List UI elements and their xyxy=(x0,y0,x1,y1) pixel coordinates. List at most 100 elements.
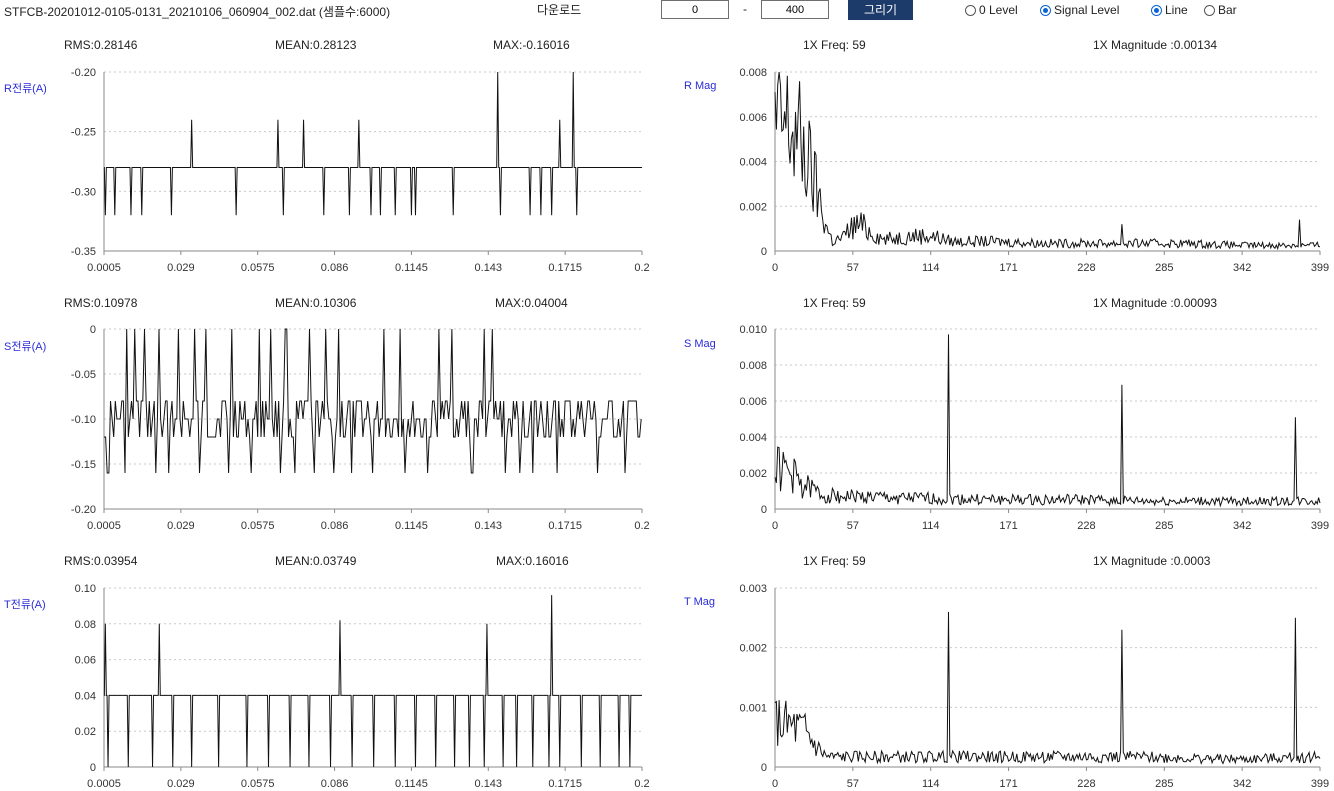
range-from-input[interactable] xyxy=(661,0,729,19)
file-title: STFCB-20201012-0105-0131_20210106_060904… xyxy=(4,5,391,19)
y-tick-label: 0 xyxy=(90,762,96,774)
zero-level-option[interactable]: 0 Level xyxy=(965,3,1018,17)
x-tick-label: 0.1715 xyxy=(548,520,582,532)
x-tick-label: 171 xyxy=(999,262,1017,274)
x-tick-label: 57 xyxy=(847,262,859,274)
y-tick-label: 0.04 xyxy=(75,690,96,702)
y-tick-label: -0.15 xyxy=(71,459,96,471)
t-mag-axis-label: T Mag xyxy=(684,596,715,608)
signal-level-label: Signal Level xyxy=(1054,3,1120,17)
sa-trace xyxy=(104,328,642,474)
y-tick-label: 0.002 xyxy=(739,468,767,480)
x-tick-label: 0.0575 xyxy=(241,520,275,532)
y-tick-label: 0.010 xyxy=(739,324,767,336)
ta-trace xyxy=(103,595,642,768)
range-to-input[interactable] xyxy=(761,0,829,19)
y-tick-label: -0.10 xyxy=(71,414,96,426)
t-mean: MEAN:0.03749 xyxy=(275,554,357,568)
line-radio[interactable] xyxy=(1151,4,1162,16)
x-tick-label: 0.1145 xyxy=(395,520,428,532)
x-tick-label: 0.143 xyxy=(475,262,503,274)
x-tick-label: 0 xyxy=(772,778,778,790)
download-link[interactable]: 다운로드 xyxy=(537,3,582,17)
x-tick-label: 0.143 xyxy=(475,778,503,790)
tmag-trace xyxy=(774,611,1321,765)
r-rms: RMS:0.28146 xyxy=(64,38,138,52)
signal-level-option[interactable]: Signal Level xyxy=(1040,3,1119,17)
x-tick-label: 0.0005 xyxy=(87,520,121,532)
rmag-trace xyxy=(774,71,1321,251)
x-tick-label: 0 xyxy=(772,262,778,274)
y-tick-label: 0.001 xyxy=(739,702,767,714)
x-tick-label: 0.1145 xyxy=(395,262,428,274)
r-mag-chart: 0.008 0.006 0.004 0.002 00 57 114 171 228 285 342 3… xyxy=(739,67,1329,274)
x-tick-label: 0.2 xyxy=(634,520,649,532)
bar-label: Bar xyxy=(1218,3,1237,17)
x-tick-label: 0.0005 xyxy=(87,778,121,790)
draw-button[interactable]: 그리기 xyxy=(848,0,913,20)
y-tick-label: 0.008 xyxy=(739,360,767,372)
x-tick-label: 171 xyxy=(999,778,1017,790)
s-rms: RMS:0.10978 xyxy=(64,296,138,310)
x-tick-label: 342 xyxy=(1233,520,1251,532)
r-current-chart: -0.20 -0.25 -0.30 -0.35 0.0005 0.029 0.0575 0.0… xyxy=(71,67,650,274)
x-tick-label: 0.0575 xyxy=(241,778,275,790)
x-tick-label: 0.086 xyxy=(321,262,349,274)
bar-option[interactable]: Bar xyxy=(1204,3,1237,17)
t-mag-chart: 0.003 0.002 0.001 00 57 114 171 228 285 342 399 xyxy=(739,583,1329,790)
x-tick-label: 399 xyxy=(1311,778,1329,790)
y-tick-label: 0 xyxy=(90,324,96,336)
y-tick-label: 0.002 xyxy=(739,201,767,213)
s-max: MAX:0.04004 xyxy=(495,296,568,310)
x-tick-label: 0.1715 xyxy=(548,778,582,790)
x-tick-label: 0.086 xyxy=(321,520,349,532)
x-tick-label: 114 xyxy=(922,778,940,790)
y-tick-label: 0.10 xyxy=(75,583,96,595)
s-fft-magnitude: 1X Magnitude :0.00093 xyxy=(1093,296,1218,310)
signal-level-radio[interactable] xyxy=(1040,4,1051,16)
x-tick-label: 114 xyxy=(922,520,940,532)
x-tick-label: 0.1145 xyxy=(395,778,428,790)
zero-level-radio[interactable] xyxy=(965,4,976,16)
x-tick-label: 0.143 xyxy=(475,520,503,532)
y-tick-label: 0.004 xyxy=(739,432,767,444)
y-tick-label: 0.08 xyxy=(75,619,96,631)
x-tick-label: 114 xyxy=(922,262,940,274)
y-tick-label: -0.25 xyxy=(71,127,96,139)
y-tick-label: -0.20 xyxy=(71,504,96,516)
x-tick-label: 285 xyxy=(1155,778,1173,790)
r-max: MAX:-0.16016 xyxy=(493,38,570,52)
zero-level-label: 0 Level xyxy=(979,3,1018,17)
line-option[interactable]: Line xyxy=(1151,3,1188,17)
t-fft-freq: 1X Freq: 59 xyxy=(803,554,866,568)
y-tick-label: 0.06 xyxy=(75,655,96,667)
x-tick-label: 0.2 xyxy=(634,778,649,790)
y-tick-label: -0.30 xyxy=(71,186,96,198)
r-fft-magnitude: 1X Magnitude :0.00134 xyxy=(1093,38,1218,52)
x-tick-label: 285 xyxy=(1155,262,1173,274)
x-tick-label: 228 xyxy=(1077,520,1095,532)
s-mag-chart: 0.010 0.008 0.006 0.004 0.002 00 57 114 171 228 28… xyxy=(739,324,1329,532)
s-mean: MEAN:0.10306 xyxy=(275,296,357,310)
x-tick-label: 0.086 xyxy=(321,778,349,790)
s-fft-freq: 1X Freq: 59 xyxy=(803,296,866,310)
y-tick-label: 0.004 xyxy=(739,157,767,169)
y-tick-label: 0.006 xyxy=(739,112,767,124)
smag-trace xyxy=(774,334,1321,508)
toolbar: STFCB-20201012-0105-0131_20210106_060904… xyxy=(0,0,1334,22)
t-fft-magnitude: 1X Magnitude :0.0003 xyxy=(1093,554,1211,568)
t-rms: RMS:0.03954 xyxy=(64,554,138,568)
x-tick-label: 399 xyxy=(1311,262,1329,274)
bar-radio[interactable] xyxy=(1204,4,1215,16)
y-tick-label: 0 xyxy=(761,246,767,258)
r-fft-freq: 1X Freq: 59 xyxy=(803,38,866,52)
r-current-axis-label: R전류(A) xyxy=(4,83,47,95)
line-label: Line xyxy=(1165,3,1188,17)
t-current-chart: 0.10 0.08 0.06 0.04 0.02 0 0.0005 0.029 0.0575 0.… xyxy=(75,583,650,790)
x-tick-label: 57 xyxy=(847,778,859,790)
x-tick-label: 0 xyxy=(772,520,778,532)
x-tick-label: 171 xyxy=(999,520,1017,532)
x-tick-label: 57 xyxy=(847,520,859,532)
x-tick-label: 342 xyxy=(1233,778,1251,790)
